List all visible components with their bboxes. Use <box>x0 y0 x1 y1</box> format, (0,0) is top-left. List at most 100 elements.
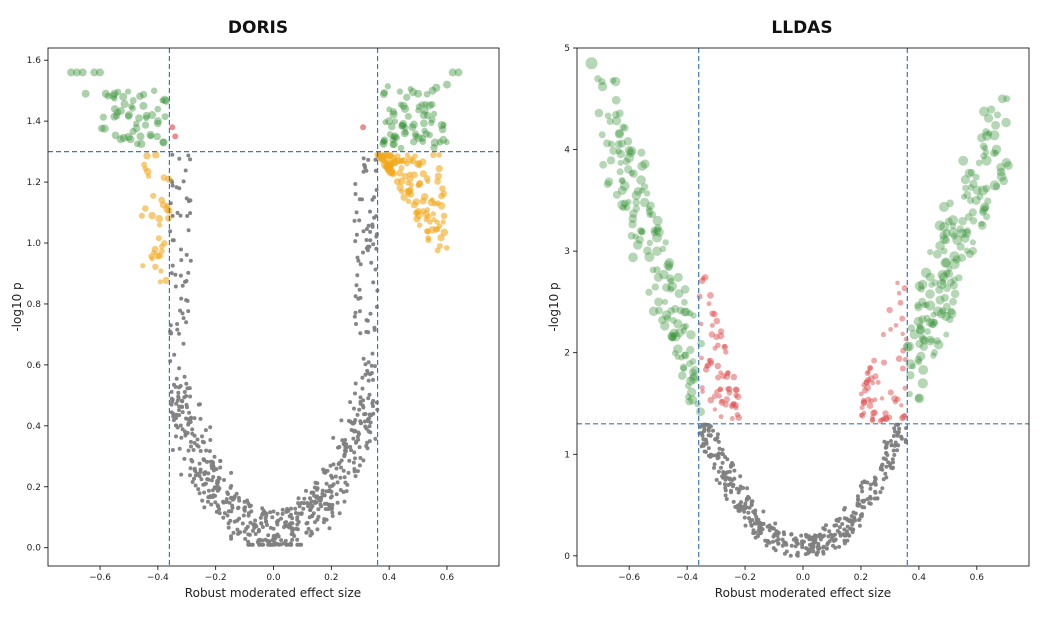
data-point <box>667 277 675 285</box>
chart-lldas: LLDAS −0.6 −0.4 −0.2 0.0 0.2 0.4 0.6 0 1 2 3 4 5 Rob… <box>547 18 1030 600</box>
data-point <box>184 252 189 257</box>
data-point <box>637 161 647 171</box>
data-point <box>205 477 210 482</box>
data-point <box>771 526 776 531</box>
data-point <box>423 175 431 182</box>
data-point <box>436 138 444 146</box>
data-point <box>368 238 373 243</box>
data-point <box>165 175 173 183</box>
data-point <box>716 439 721 444</box>
data-point <box>440 212 448 220</box>
data-point <box>818 532 822 537</box>
data-point <box>652 226 662 235</box>
data-point <box>428 101 436 108</box>
data-point <box>154 105 162 113</box>
data-point <box>180 399 185 404</box>
data-point <box>396 88 404 95</box>
data-point <box>293 506 298 511</box>
data-point <box>674 328 684 338</box>
data-point <box>353 294 358 299</box>
data-point <box>716 451 721 456</box>
data-point <box>599 160 608 169</box>
axis-ticks: −0.6 −0.4 −0.2 0.0 0.2 0.4 0.6 0 1 2 3 4 5 <box>564 44 984 583</box>
data-point <box>743 523 748 528</box>
data-point <box>878 490 883 495</box>
data-point <box>868 501 873 506</box>
data-point <box>436 242 443 250</box>
data-point <box>183 432 188 437</box>
data-point <box>435 200 441 207</box>
data-point <box>347 458 352 463</box>
data-point <box>681 351 690 360</box>
data-point <box>646 211 653 218</box>
data-point <box>727 477 732 482</box>
data-point <box>195 437 200 442</box>
data-point <box>387 122 396 131</box>
data-point <box>336 445 340 450</box>
data-point <box>379 90 388 98</box>
data-point <box>824 523 828 528</box>
data-point <box>144 168 152 176</box>
data-point <box>813 533 817 538</box>
data-point <box>430 144 438 152</box>
data-point <box>396 184 404 192</box>
data-point <box>269 542 274 547</box>
data-point <box>638 227 646 236</box>
data-point <box>960 193 968 200</box>
data-point <box>208 438 213 442</box>
data-point <box>346 418 351 423</box>
data-point <box>624 165 633 174</box>
data-point <box>191 448 196 452</box>
data-point <box>227 500 232 505</box>
data-point <box>917 285 925 293</box>
data-point <box>882 410 889 417</box>
data-point <box>357 407 362 412</box>
data-point <box>296 542 301 547</box>
data-point <box>866 402 874 409</box>
data-point <box>186 199 191 204</box>
data-point <box>203 428 208 433</box>
data-point <box>822 527 827 532</box>
data-point <box>662 283 671 292</box>
data-point <box>236 506 240 511</box>
data-point <box>177 413 182 418</box>
data-point <box>342 475 347 480</box>
data-point <box>706 301 712 307</box>
data-point <box>856 497 861 502</box>
data-point <box>732 476 737 481</box>
data-point <box>440 122 447 129</box>
data-point <box>186 228 191 233</box>
data-point <box>361 156 366 161</box>
data-point <box>789 543 794 548</box>
data-point <box>860 505 865 509</box>
data-point <box>997 94 1007 104</box>
data-point <box>101 89 110 98</box>
data-point <box>814 551 819 556</box>
x-tick-label: −0.4 <box>676 573 698 583</box>
data-point <box>422 101 429 108</box>
data-point <box>943 269 951 277</box>
x-tick-label: 0.4 <box>912 573 927 583</box>
data-point <box>260 506 265 511</box>
data-point <box>886 306 893 314</box>
data-point <box>837 525 842 530</box>
data-point <box>812 539 817 544</box>
data-point <box>184 196 189 201</box>
data-point <box>352 467 357 471</box>
data-point <box>674 353 681 360</box>
data-point <box>827 529 832 534</box>
data-point <box>174 434 178 439</box>
data-point <box>148 211 156 220</box>
data-point <box>875 379 881 385</box>
data-point <box>282 525 286 530</box>
data-point <box>835 528 840 533</box>
data-point <box>176 394 181 399</box>
data-point <box>895 280 900 286</box>
data-point <box>723 396 730 403</box>
data-point <box>899 365 906 372</box>
data-point <box>720 372 727 380</box>
data-point <box>404 112 412 120</box>
data-point <box>372 325 377 330</box>
data-point <box>717 387 723 393</box>
data-point <box>916 351 926 361</box>
